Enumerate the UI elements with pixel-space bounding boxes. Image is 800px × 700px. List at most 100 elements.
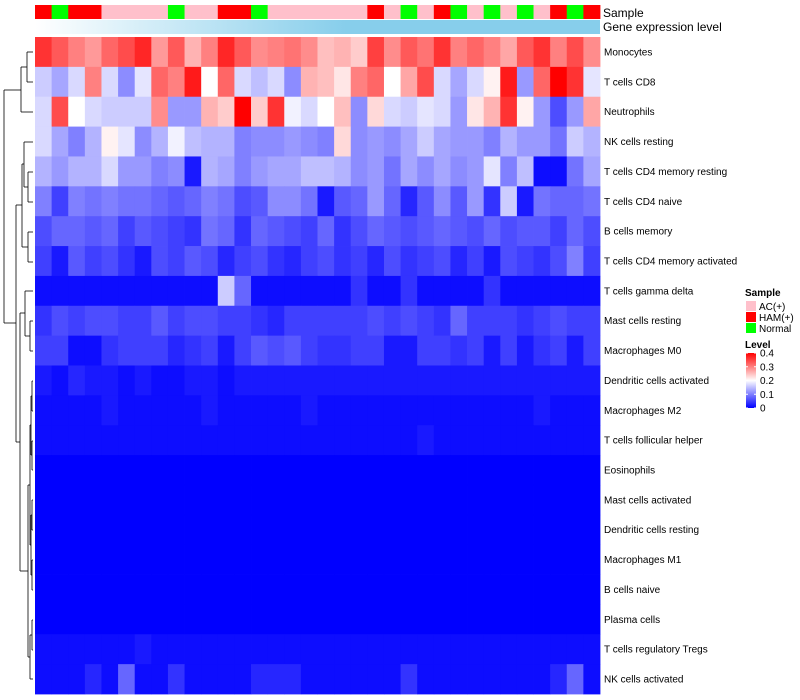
heatmap-cell xyxy=(483,455,501,486)
heatmap-cell xyxy=(433,455,451,486)
heatmap-cell xyxy=(566,96,584,127)
heatmap-cell xyxy=(533,455,551,486)
heatmap-cell xyxy=(267,395,285,426)
sample-annotation-cell xyxy=(334,5,352,19)
heatmap-cell xyxy=(267,216,285,247)
heatmap-cell xyxy=(184,37,202,68)
sample-annotation-bar xyxy=(35,5,601,19)
sample-annotation-cell xyxy=(134,5,152,19)
heatmap-cell xyxy=(583,305,601,337)
heatmap-cell xyxy=(317,365,335,396)
heatmap-cell xyxy=(251,37,269,68)
heatmap-cell xyxy=(467,305,485,337)
sample-annotation-cell xyxy=(68,5,86,19)
heatmap-cell xyxy=(84,634,102,665)
heatmap-cell xyxy=(367,514,385,546)
heatmap-cell xyxy=(101,365,119,396)
heatmap-cell xyxy=(467,514,485,546)
heatmap-cell xyxy=(334,275,352,307)
heatmap-cell xyxy=(101,425,119,456)
heatmap-cell xyxy=(367,156,385,187)
heatmap-cell xyxy=(234,634,252,665)
heatmap-cell xyxy=(383,126,401,157)
heatmap-cell xyxy=(267,544,285,575)
heatmap-cell xyxy=(118,66,136,98)
heatmap-cell xyxy=(68,395,86,426)
heatmap-cell xyxy=(251,455,269,486)
heatmap-cell xyxy=(251,604,269,635)
heatmap-cell xyxy=(84,664,102,695)
heatmap-cell xyxy=(184,604,202,635)
sample-legend-swatch xyxy=(746,323,756,333)
heatmap-cell xyxy=(383,484,401,516)
heatmap-cell xyxy=(550,37,568,68)
heatmap-cell xyxy=(583,216,601,247)
heatmap-cell xyxy=(101,544,119,575)
heatmap-cell xyxy=(566,544,584,575)
heatmap-cell xyxy=(334,216,352,247)
heatmap-cell xyxy=(217,544,235,575)
heatmap-cell xyxy=(317,66,335,98)
heatmap-cell xyxy=(251,305,269,337)
heatmap-cell xyxy=(101,335,119,366)
heatmap-cell xyxy=(267,96,285,127)
heatmap-cell xyxy=(433,574,451,605)
heatmap-cell xyxy=(151,335,169,366)
heatmap-cell xyxy=(267,305,285,337)
heatmap-cell xyxy=(550,305,568,337)
heatmap-cell xyxy=(367,634,385,665)
heatmap-cell xyxy=(284,425,302,456)
heatmap-cell xyxy=(417,246,435,277)
row-label: Eosinophils xyxy=(604,466,655,477)
heatmap-cell xyxy=(350,335,368,366)
sample-legend-label: AC(+) xyxy=(759,302,785,313)
heatmap-cell xyxy=(151,514,169,546)
heatmap-cell xyxy=(400,634,418,665)
sample-annotation-cell xyxy=(284,5,302,19)
heatmap-cell xyxy=(51,186,69,217)
row-label: Macrophages M2 xyxy=(604,406,682,417)
heatmap-cell xyxy=(433,395,451,426)
heatmap-cell xyxy=(101,455,119,486)
heatmap-cell xyxy=(251,634,269,665)
heatmap-cell xyxy=(334,156,352,187)
heatmap-cell xyxy=(450,574,468,605)
heatmap-cell xyxy=(251,156,269,187)
heatmap-cell xyxy=(101,574,119,605)
heatmap-cell xyxy=(201,96,219,127)
heatmap-cell xyxy=(35,186,53,217)
sample-annotation-cell xyxy=(550,5,568,19)
heatmap-cell xyxy=(35,604,53,635)
heatmap-cell xyxy=(118,425,136,456)
heatmap-cell xyxy=(400,544,418,575)
heatmap-cell xyxy=(516,604,534,635)
sample-legend-label: Normal xyxy=(759,324,791,335)
heatmap-cell xyxy=(350,126,368,157)
heatmap-cell xyxy=(84,156,102,187)
row-label: T cells CD4 naive xyxy=(604,197,683,208)
heatmap-cell xyxy=(284,574,302,605)
heatmap-cell xyxy=(583,275,601,307)
heatmap-cell xyxy=(234,484,252,516)
heatmap-cell xyxy=(400,246,418,277)
heatmap-cell xyxy=(134,425,152,456)
heatmap-cell xyxy=(550,455,568,486)
heatmap-cell xyxy=(101,216,119,247)
heatmap-cell xyxy=(184,395,202,426)
heatmap-cell xyxy=(184,96,202,127)
heatmap-cell xyxy=(201,216,219,247)
heatmap-cell xyxy=(433,126,451,157)
sample-annotation-cell xyxy=(583,5,601,19)
heatmap-cell xyxy=(68,246,86,277)
heatmap-cell xyxy=(500,544,518,575)
heatmap-cell xyxy=(450,186,468,217)
heatmap-cell xyxy=(433,96,451,127)
heatmap-cell xyxy=(51,574,69,605)
heatmap-cell xyxy=(350,37,368,68)
sample-annotation-cell xyxy=(84,5,102,19)
heatmap-cell xyxy=(516,514,534,546)
heatmap-cell xyxy=(51,664,69,695)
heatmap-cell xyxy=(317,96,335,127)
row-label: Dendritic cells resting xyxy=(604,525,699,536)
heatmap-cell xyxy=(350,574,368,605)
